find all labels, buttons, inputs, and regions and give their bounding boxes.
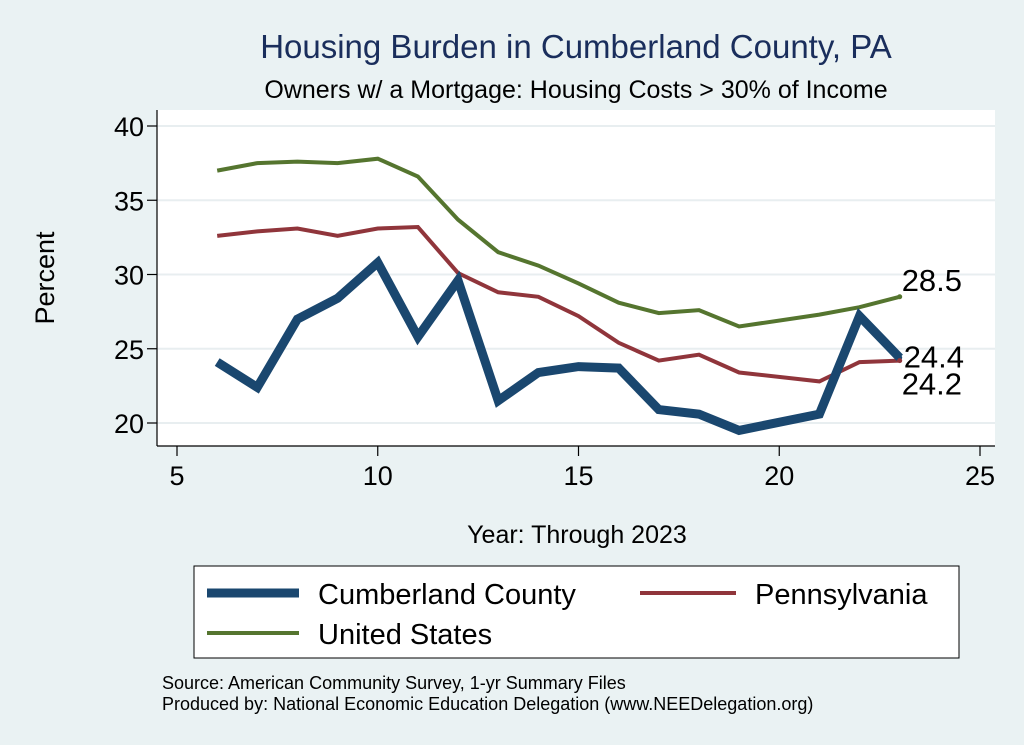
chart-subtitle: Owners w/ a Mortgage: Housing Costs > 30… xyxy=(264,76,887,104)
x-tick-label: 20 xyxy=(764,461,794,491)
source-note: Source: American Community Survey, 1-yr … xyxy=(162,673,626,693)
legend-label: United States xyxy=(318,619,492,651)
legend-label: Cumberland County xyxy=(318,579,576,611)
gridlines xyxy=(157,125,995,424)
legend-items: Cumberland County Pennsylvania United Stat… xyxy=(207,579,928,651)
y-tick-label: 30 xyxy=(114,261,144,291)
y-tick-label: 20 xyxy=(114,409,144,439)
series-line-united-states xyxy=(216,156,901,329)
x-tick-label: 10 xyxy=(363,461,393,491)
y-axis: 20 25 30 35 40 xyxy=(114,110,158,446)
x-axis: 5 10 15 20 25 xyxy=(157,445,995,491)
end-label: 24.2 xyxy=(902,367,962,402)
series-lines xyxy=(214,156,903,436)
end-labels: 24.424.2 28.5 xyxy=(897,263,964,402)
y-axis-title: Percent xyxy=(30,231,60,325)
end-label: 28.5 xyxy=(902,263,962,298)
chart-title: Housing Burden in Cumberland County, PA xyxy=(260,28,892,65)
x-axis-title: Year: Through 2023 xyxy=(467,521,687,549)
series-line-pennsylvania xyxy=(216,224,900,384)
legend-box xyxy=(193,565,960,659)
series-line-cumberland-county xyxy=(214,255,903,436)
y-tick-label: 40 xyxy=(114,112,144,142)
end-label: 24.4 xyxy=(904,340,964,375)
end-point xyxy=(897,294,903,300)
legend-label: Pennsylvania xyxy=(755,579,928,611)
x-tick-label: 15 xyxy=(563,461,593,491)
y-tick-label: 35 xyxy=(114,186,144,216)
y-tick-label: 25 xyxy=(114,335,144,365)
x-tick-label: 25 xyxy=(965,461,995,491)
plot-area xyxy=(157,110,995,446)
legend: Cumberland County Pennsylvania United Stat… xyxy=(193,565,960,659)
producer-note: Produced by: National Economic Education… xyxy=(162,694,813,714)
x-tick-label: 5 xyxy=(169,461,184,491)
end-point xyxy=(897,358,903,364)
